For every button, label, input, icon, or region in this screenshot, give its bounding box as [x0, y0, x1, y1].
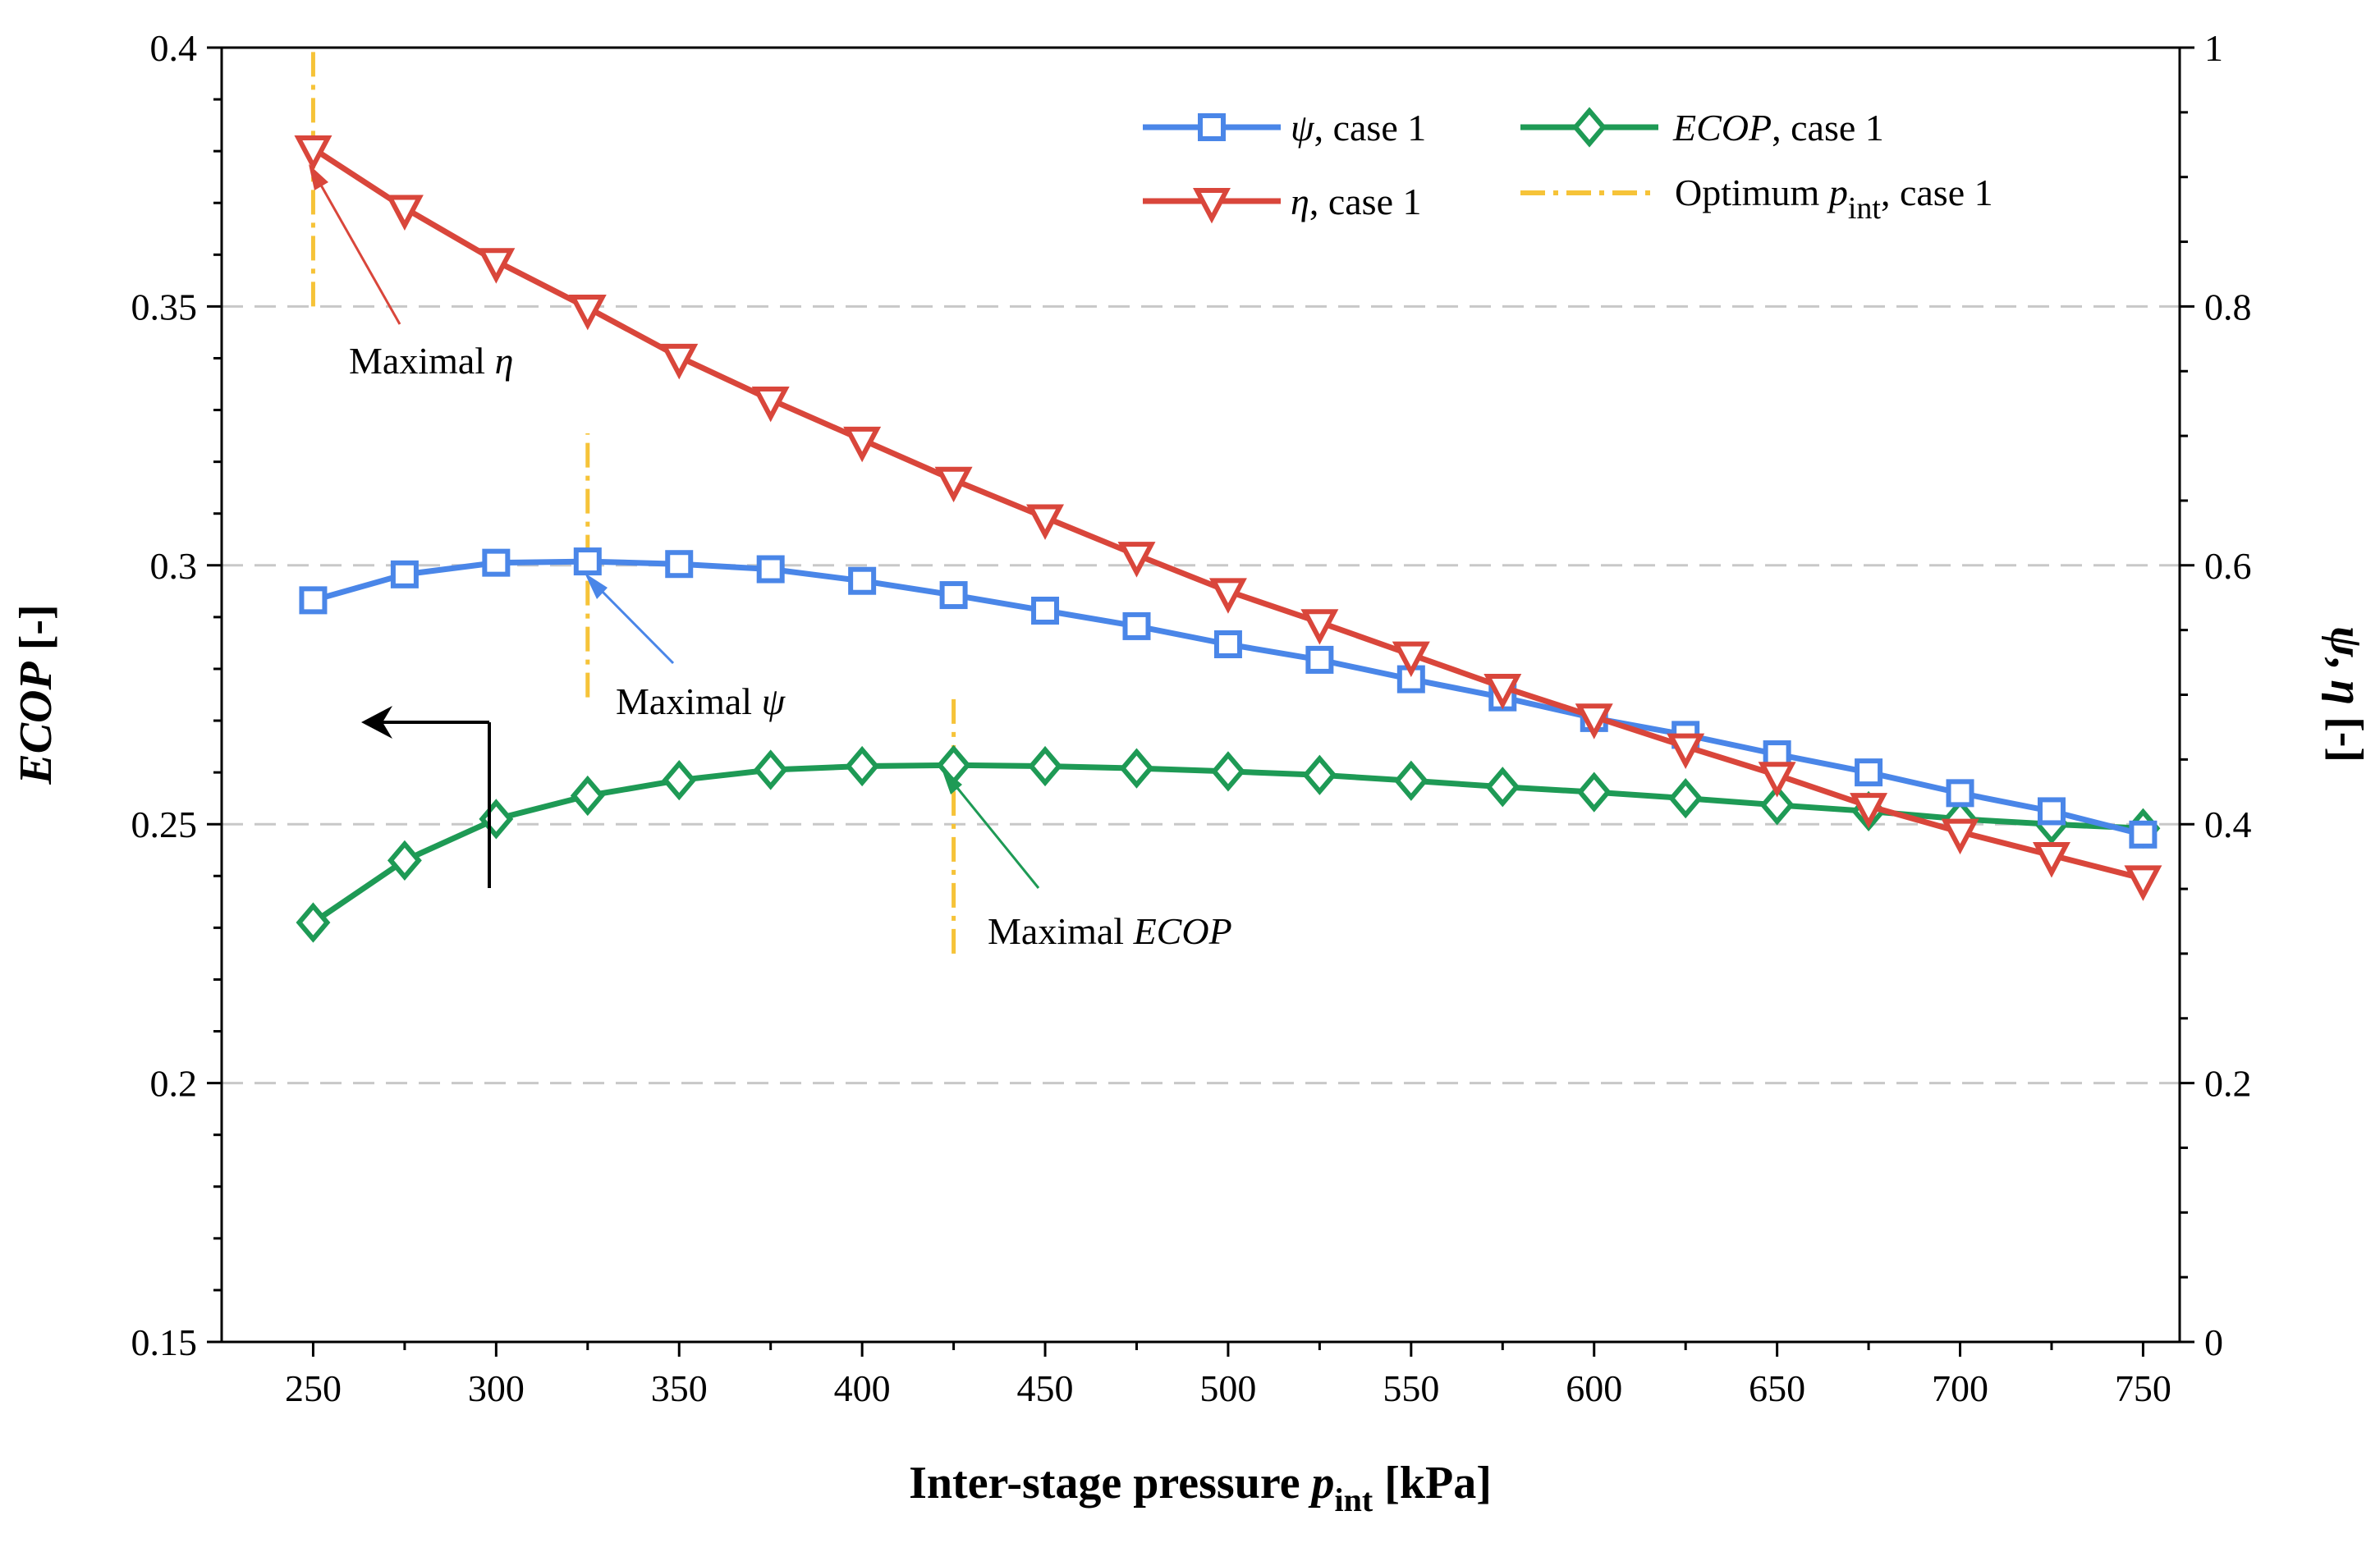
data-point-eta	[2128, 868, 2158, 895]
x-tick-label: 450	[1017, 1367, 1074, 1409]
data-point-psi	[1125, 615, 1148, 638]
x-tick-label: 650	[1749, 1367, 1805, 1409]
data-point-ECOP	[1122, 752, 1150, 785]
axes	[222, 48, 2180, 1342]
annotation-max-eta: Maximal η	[349, 340, 513, 382]
y-right-tick-label: 0.2	[2204, 1063, 2252, 1105]
y-right-tick-label: 0	[2204, 1321, 2223, 1363]
y-left-tick-label: 0.3	[150, 545, 198, 587]
data-point-ECOP	[665, 764, 693, 797]
x-tick-label: 500	[1199, 1367, 1256, 1409]
data-point-eta	[298, 138, 328, 166]
data-point-psi	[1857, 761, 1880, 784]
data-point-ECOP	[1580, 776, 1608, 808]
data-point-ECOP	[1397, 764, 1425, 797]
y-right-tick-label: 0.4	[2204, 804, 2252, 845]
y-left-tick-label: 0.35	[131, 286, 198, 327]
data-point-psi	[667, 552, 690, 575]
y-right-tick-label: 0.8	[2204, 286, 2252, 327]
data-point-psi	[484, 552, 507, 575]
data-point-psi	[2040, 799, 2063, 822]
y-right-tick-label: 1	[2204, 27, 2223, 69]
x-tick-label: 700	[1932, 1367, 1988, 1409]
chart: 250 300 350 400 450 500 550 600 650 700 750 0.15 0.2…	[0, 0, 2380, 1543]
optimum-lines	[313, 48, 953, 954]
data-point-ECOP	[1488, 771, 1516, 804]
data-point-psi	[942, 584, 965, 607]
y-left-tick-label: 0.15	[131, 1321, 198, 1363]
series-layer	[298, 138, 2158, 939]
data-point-ECOP	[1672, 782, 1699, 815]
data-point-psi	[393, 563, 416, 586]
legend-psi-label: ψ, case 1	[1291, 107, 1426, 149]
y-left-tick-label: 0.4	[150, 27, 198, 69]
x-axis-title: Inter-stage pressure pint [kPa]	[909, 1458, 1492, 1518]
x-tick-label: 550	[1383, 1367, 1439, 1409]
data-point-ECOP	[1214, 755, 1242, 788]
x-tick-label: 400	[834, 1367, 891, 1409]
x-tick-label: 350	[651, 1367, 708, 1409]
y-right-tick-label: 0.6	[2204, 545, 2252, 587]
x-tick-label: 750	[2115, 1367, 2171, 1409]
data-point-psi	[759, 558, 782, 581]
data-point-psi	[301, 588, 324, 611]
data-point-ECOP	[848, 750, 876, 783]
data-point-ECOP	[940, 749, 968, 781]
legend-eta-label: η, case 1	[1291, 181, 1421, 222]
data-point-ECOP	[757, 753, 785, 786]
legend-ecop-label: ECOP, case 1	[1672, 107, 1884, 149]
data-point-psi	[1217, 633, 1240, 656]
data-point-ECOP	[482, 803, 510, 836]
data-point-psi	[576, 550, 599, 573]
y-left-axis-title: ECOP [-]	[11, 604, 62, 785]
y-left-tick-label: 0.2	[150, 1063, 198, 1105]
data-point-psi	[1949, 781, 1972, 804]
legend-psi-marker	[1200, 116, 1223, 139]
arrow-max-psi-shaft	[595, 584, 673, 663]
data-point-psi	[1034, 599, 1057, 622]
data-point-ECOP	[299, 906, 327, 939]
legend-ecop-marker	[1575, 111, 1603, 144]
plot-frame	[222, 48, 2180, 1342]
legend: ψ, case 1 ECOP, case 1 η, case 1 Optimum…	[1143, 107, 1993, 226]
arrow-max-ecop-shaft	[951, 780, 1039, 888]
data-point-psi	[851, 570, 874, 593]
grid-layer	[222, 306, 2180, 1083]
data-point-ECOP	[391, 844, 419, 877]
x-tick-label: 250	[285, 1367, 342, 1409]
data-point-psi	[1308, 648, 1331, 671]
x-tick-label: 600	[1566, 1367, 1622, 1409]
data-point-ECOP	[574, 780, 602, 813]
y-right-axis-title: ψ, η [-]	[2321, 626, 2372, 762]
data-point-ECOP	[1305, 758, 1333, 791]
legend-eta-marker	[1197, 190, 1227, 218]
annotation-max-psi: Maximal ψ	[616, 680, 786, 722]
y-left-tick-label: 0.25	[131, 804, 198, 845]
x-tick-label: 300	[468, 1367, 525, 1409]
legend-optimum-label: Optimum pint, case 1	[1675, 172, 1993, 226]
data-point-ECOP	[1031, 750, 1059, 783]
arrow-max-eta-head	[309, 164, 328, 190]
annotation-max-ecop: Maximal ECOP	[988, 910, 1232, 952]
data-point-psi	[2131, 823, 2154, 846]
